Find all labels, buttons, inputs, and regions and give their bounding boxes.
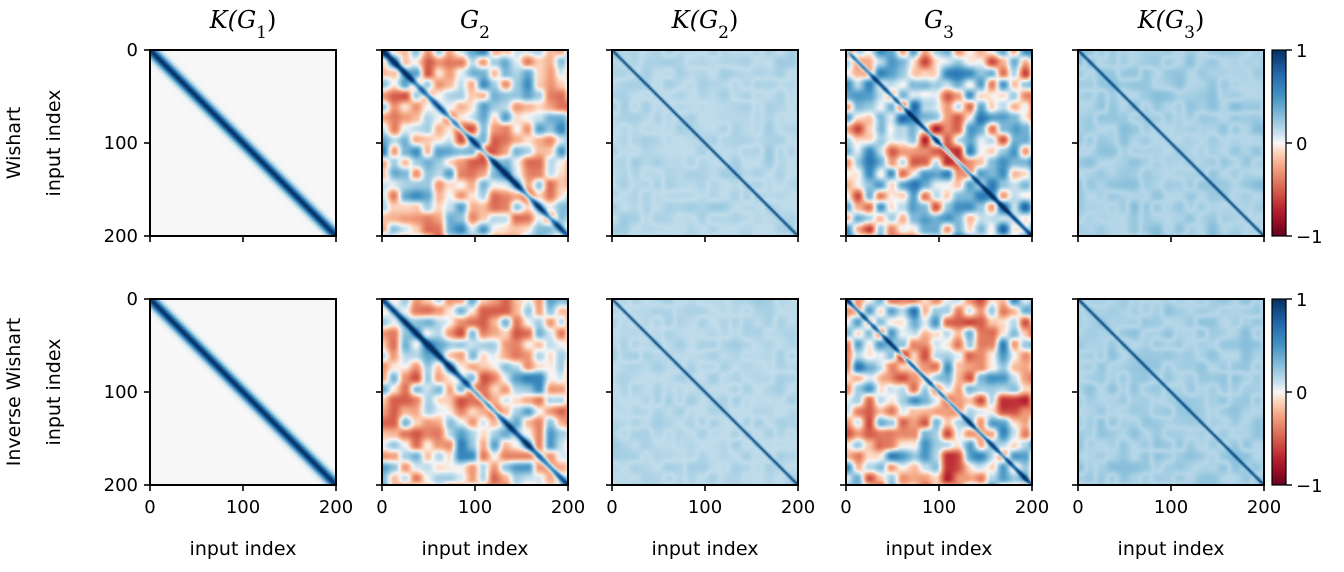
colorbar-gradient <box>1272 299 1286 485</box>
heatmap-image <box>612 50 798 236</box>
heatmap-panel-wishart-kg1: 0 100 200 <box>104 40 337 247</box>
column-title-kg2: K(G2) <box>671 6 739 43</box>
y-tick-label: 200 <box>104 226 138 247</box>
x-tick-label: 100 <box>226 497 260 518</box>
colorbar-tick-label: −1 <box>1296 227 1323 248</box>
heatmap-panel-inverse-wishart-g3: 0 100 200 input index <box>840 298 1049 560</box>
colorbar-tick-label: −1 <box>1296 476 1323 497</box>
heatmap-image <box>612 299 798 485</box>
heatmap-image <box>150 50 336 236</box>
heatmap-image <box>1078 299 1264 485</box>
x-tick-label: 0 <box>376 497 387 518</box>
heatmap-panel-wishart-kg3 <box>1072 49 1265 242</box>
y-tick-label: 0 <box>127 40 138 61</box>
heatmap-image <box>150 299 336 485</box>
x-tick-label: 0 <box>144 497 155 518</box>
heatmap-image <box>846 50 1032 236</box>
x-axis-label: input index <box>652 538 759 560</box>
x-axis-label: input index <box>422 538 529 560</box>
x-tick-label: 0 <box>1072 497 1083 518</box>
row-labels: Wishart input index Inverse Wishart input i… <box>3 90 65 467</box>
heatmap-image <box>846 299 1032 485</box>
colorbar-tick-label: 1 <box>1296 290 1307 311</box>
x-tick-label: 100 <box>1154 497 1188 518</box>
y-tick-label: 100 <box>104 133 138 154</box>
column-title-g3: G3 <box>924 6 954 43</box>
x-axis-label: input index <box>886 538 993 560</box>
heatmap-panel-inverse-wishart-kg3: 0 100 200 input index <box>1072 298 1281 560</box>
colorbar-tick-label: 0 <box>1296 134 1307 155</box>
heatmap-image <box>382 50 568 236</box>
row-label-inverse-wishart: Inverse Wishart <box>3 318 25 467</box>
x-tick-label: 200 <box>1015 497 1049 518</box>
x-tick-label: 100 <box>458 497 492 518</box>
column-title-g2: G2 <box>460 6 490 43</box>
colorbar-wishart: 1 0 −1 <box>1271 41 1323 248</box>
colorbar-tick-label: 1 <box>1296 41 1307 62</box>
x-tick-label: 200 <box>781 497 815 518</box>
column-title-kg3: K(G3) <box>1137 6 1205 43</box>
heatmap-image <box>382 299 568 485</box>
heatmap-panels: 0 100 200 0 100 200 0 100 200 input index 0 100 200 i… <box>104 40 1282 560</box>
x-tick-label: 0 <box>606 497 617 518</box>
colorbar-gradient <box>1272 50 1286 236</box>
y-tick-label: 200 <box>104 475 138 496</box>
row-label-wishart: Wishart <box>3 107 25 180</box>
heatmap-panel-wishart-kg2 <box>606 49 799 242</box>
heatmap-panel-wishart-g2 <box>376 49 569 242</box>
y-tick-label: 0 <box>127 289 138 310</box>
heatmap-panel-wishart-g3 <box>840 49 1033 242</box>
x-tick-label: 100 <box>688 497 722 518</box>
colorbars: 1 0 −1 1 0 −1 <box>1271 41 1323 497</box>
x-tick-label: 200 <box>319 497 353 518</box>
column-title-kg1: K(G1) <box>209 6 277 43</box>
x-axis-label: input index <box>190 538 297 560</box>
heatmap-panel-inverse-wishart-kg1: 0 100 200 0 100 200 input index <box>104 289 354 560</box>
heatmap-panel-inverse-wishart-g2: 0 100 200 input index <box>376 298 585 560</box>
heatmap-image <box>1078 50 1264 236</box>
x-tick-label: 0 <box>840 497 851 518</box>
column-titles: K(G1) G2 K(G2) G3 K(G3) <box>209 6 1205 43</box>
y-axis-label-inverse-wishart: input index <box>43 339 65 446</box>
y-axis-label-wishart: input index <box>43 90 65 197</box>
colorbar-tick-label: 0 <box>1296 383 1307 404</box>
x-tick-label: 200 <box>1247 497 1281 518</box>
x-tick-label: 200 <box>551 497 585 518</box>
colorbar-inverse-wishart: 1 0 −1 <box>1271 290 1323 497</box>
x-axis-label: input index <box>1118 538 1225 560</box>
heatmap-panel-inverse-wishart-kg2: 0 100 200 input index <box>606 298 815 560</box>
y-tick-label: 100 <box>104 382 138 403</box>
x-tick-label: 100 <box>922 497 956 518</box>
